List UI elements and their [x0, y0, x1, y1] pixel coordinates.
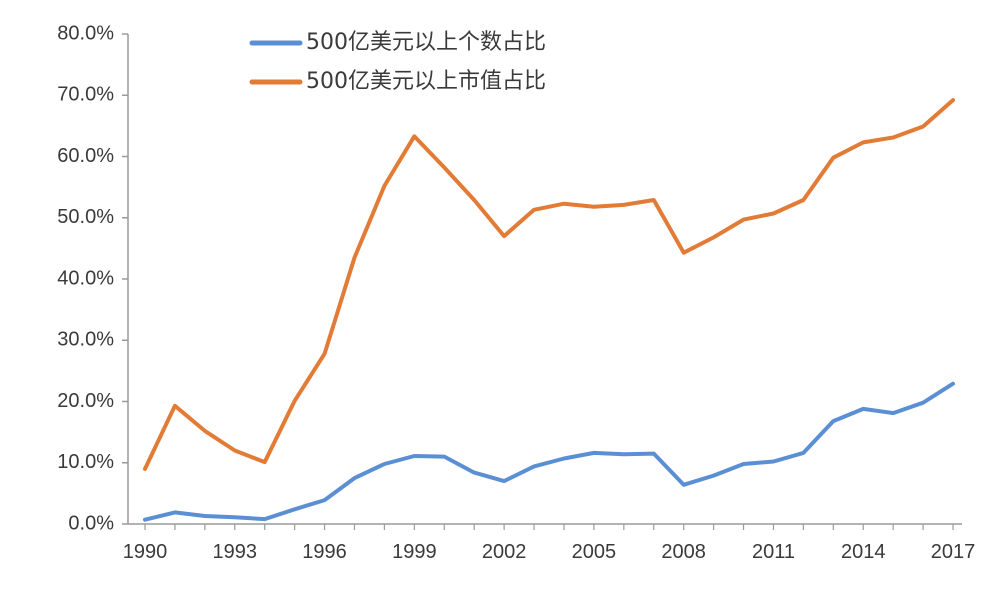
y-tick-label: 20.0% [57, 390, 114, 412]
x-tick-label: 2005 [572, 541, 617, 563]
axes [127, 34, 962, 525]
y-tick-label: 30.0% [57, 329, 114, 351]
x-tick-label: 1996 [302, 541, 347, 563]
x-axis-ticks: 1990 1993 1996 1999 2002 2005 2008 2011 2014 2017 [123, 524, 976, 563]
y-tick-label: 60.0% [57, 145, 114, 167]
y-tick-label: 40.0% [57, 267, 114, 289]
legend: 500亿美元以上个数占比 500亿美元以上市值占比 [249, 30, 546, 94]
series-line-marketcap-share [143, 98, 955, 471]
y-tick-label: 80.0% [57, 22, 114, 44]
y-tick-label: 10.0% [57, 451, 114, 473]
x-tick-label: 2002 [482, 541, 527, 563]
x-tick-label: 1999 [392, 541, 437, 563]
legend-item-count-share: 500亿美元以上个数占比 [249, 30, 546, 55]
x-tick-label: 2014 [841, 541, 886, 563]
y-axis-ticks: 0.0% 10.0% 20.0% 30.0% 40.0% 50.0% 60.0% 70.0% 8… [57, 22, 128, 534]
x-tick-label: 2011 [752, 541, 795, 563]
legend-label-marketcap-share: 500亿美元以上市值占比 [306, 69, 546, 94]
x-tick-label: 1990 [123, 541, 168, 563]
series-line-count-share [143, 381, 955, 522]
y-tick-label: 70.0% [57, 84, 114, 106]
x-tick-label: 2008 [661, 541, 706, 563]
y-tick-label: 50.0% [57, 206, 114, 228]
series-lines [143, 98, 955, 522]
x-tick-label: 1993 [213, 541, 258, 563]
x-tick-label: 2017 [931, 541, 976, 563]
legend-label-count-share: 500亿美元以上个数占比 [306, 30, 546, 55]
y-tick-label: 0.0% [68, 512, 114, 534]
legend-item-marketcap-share: 500亿美元以上市值占比 [249, 69, 546, 94]
